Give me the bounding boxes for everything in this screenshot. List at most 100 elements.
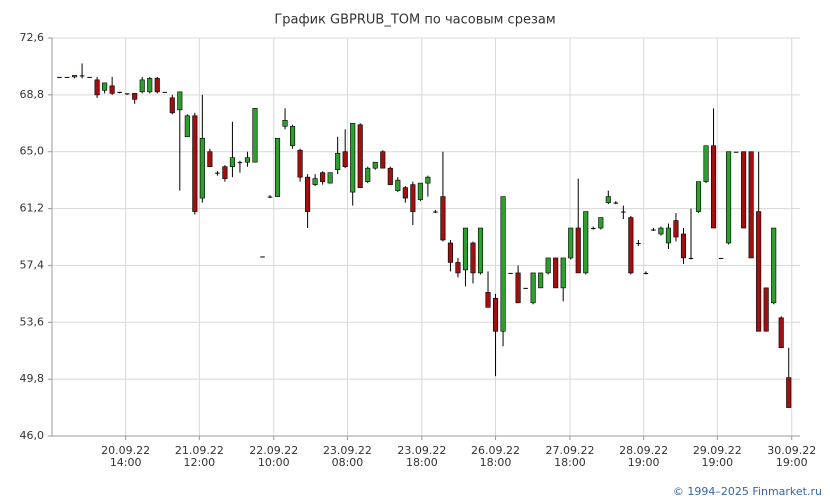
candle-body [710, 145, 717, 229]
candle-body [695, 181, 702, 212]
candle-body [665, 227, 671, 244]
candle-body [500, 196, 506, 332]
y-tick-label: 72,6 [20, 31, 45, 44]
x-tick-label: 19:00 [776, 456, 808, 469]
candle-body [132, 93, 138, 100]
candle-body [778, 317, 784, 349]
candle-body [222, 166, 228, 179]
candle-body [139, 79, 145, 93]
candle-body [169, 97, 175, 114]
candle-body [177, 91, 183, 111]
x-tick-label: 10:00 [258, 456, 290, 469]
candle-body [462, 227, 469, 271]
candle-body [658, 227, 664, 235]
y-tick-label: 57,4 [20, 258, 45, 271]
candle-body [327, 172, 333, 184]
candle-body [410, 184, 416, 212]
candle-body [523, 287, 528, 289]
candle-body [492, 298, 499, 332]
candle-body [395, 179, 401, 191]
y-tick-label: 68,8 [20, 88, 45, 101]
x-tick-label: 22.09.22 [249, 444, 298, 457]
candle-body [605, 196, 611, 203]
candle-body [680, 233, 687, 259]
candle-body [621, 211, 626, 213]
x-tick-label: 14:00 [110, 456, 142, 469]
candle-body [365, 167, 371, 182]
candle-body [162, 91, 168, 93]
candle-body [673, 220, 679, 238]
y-tick-label: 49,8 [20, 372, 45, 385]
candle-body [290, 125, 296, 147]
candle-body [515, 272, 521, 304]
candle-body [380, 151, 386, 169]
candle-body [79, 75, 85, 77]
candle-body [244, 157, 251, 163]
candle-body [771, 227, 777, 304]
x-tick-label: 23.09.22 [397, 444, 446, 457]
candle-body [553, 257, 559, 289]
candle-body [184, 115, 190, 138]
candle-body [357, 124, 363, 188]
candle-body [297, 149, 303, 178]
candle-body [320, 172, 326, 182]
candle-body [763, 287, 769, 332]
x-tick-label: 21.09.22 [175, 444, 224, 457]
candle-body [199, 137, 205, 199]
candle-body [733, 151, 739, 153]
candle-body [117, 91, 122, 93]
candle-body [237, 162, 243, 164]
x-tick-label: 26.09.22 [471, 444, 520, 457]
candle-body [741, 151, 747, 229]
candle-body [718, 257, 724, 259]
candle-body [786, 377, 792, 408]
candle-body [545, 257, 551, 274]
x-tick-label: 19:00 [628, 456, 660, 469]
candle-body [477, 227, 484, 274]
x-tick-label: 18:00 [554, 456, 586, 469]
candle-body [207, 151, 213, 167]
footer[interactable]: © 1994–2025 Finmarket.ru [673, 485, 822, 498]
candle-body [335, 152, 341, 170]
candle-body [274, 137, 281, 197]
candle-body [350, 122, 356, 193]
candle-body [433, 211, 438, 213]
candle-body [267, 196, 273, 198]
x-tick-label: 29.09.22 [693, 444, 742, 457]
candle-body [598, 217, 604, 229]
x-tick-label: 20.09.22 [101, 444, 150, 457]
candle-body [372, 161, 378, 169]
candle-body [87, 76, 92, 78]
candle-body [726, 151, 732, 244]
x-tick-label: 27.09.22 [545, 444, 594, 457]
candle-body [109, 85, 115, 94]
candle-body [94, 79, 100, 96]
chart-title: График GBPRUB_TOM по часовым срезам [274, 13, 555, 28]
candle-body [71, 75, 78, 78]
x-tick-label: 30.09.22 [767, 444, 816, 457]
candle-body [229, 157, 235, 167]
x-tick-label: 19:00 [701, 456, 733, 469]
candle-body [591, 228, 596, 230]
candle-body [312, 178, 318, 185]
x-tick-label: 18:00 [480, 456, 512, 469]
candle-body [154, 78, 160, 93]
candle-body [703, 145, 709, 182]
candle-body [417, 182, 423, 200]
x-tick-label: 18:00 [406, 456, 438, 469]
candle-body [651, 229, 656, 231]
candle-body [305, 176, 311, 212]
candle-body [583, 211, 589, 274]
candle-body [260, 256, 265, 258]
candle-body [124, 93, 130, 95]
candle-body [636, 242, 641, 244]
candle-body [613, 202, 619, 204]
candle-body [342, 151, 348, 167]
candle-body [440, 196, 446, 241]
candle-body [530, 272, 536, 304]
candle-body [102, 82, 108, 91]
candle-body [57, 76, 62, 78]
candle-body [192, 115, 198, 212]
candle-body [252, 108, 258, 163]
